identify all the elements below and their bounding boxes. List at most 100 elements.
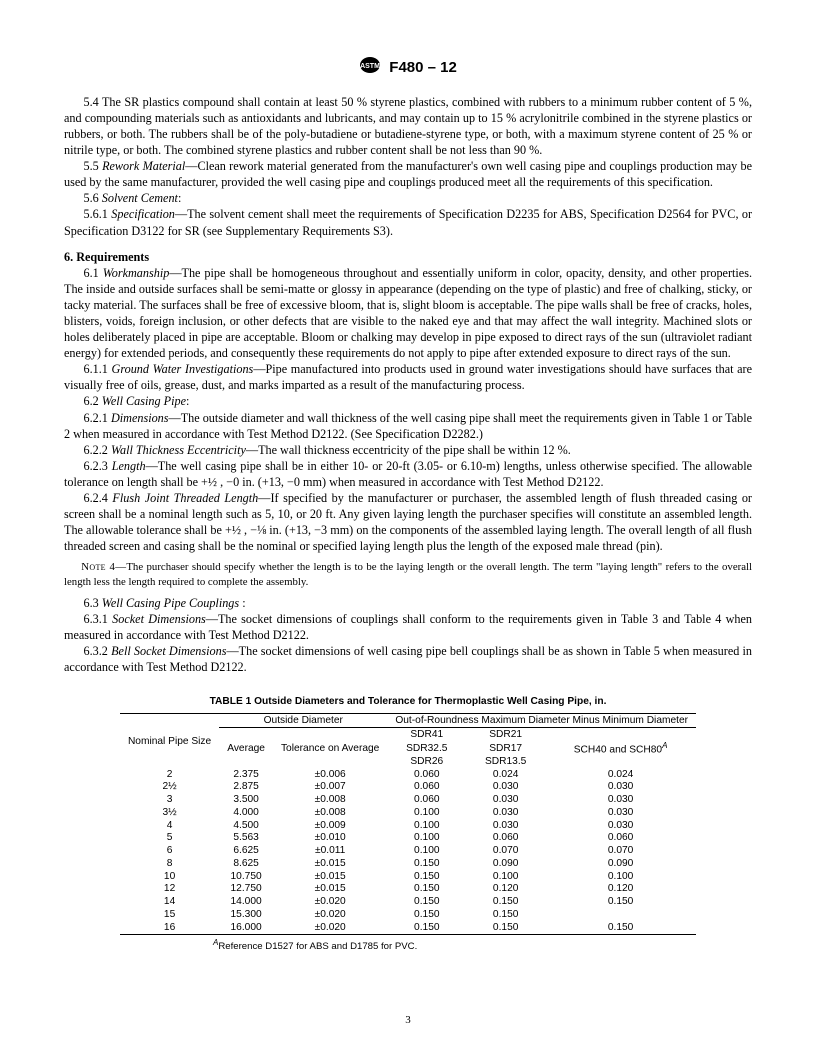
table-row: 55.563±0.0100.1000.0600.060 bbox=[120, 832, 696, 845]
table-cell: 15.300 bbox=[219, 909, 273, 922]
table-cell: 0.030 bbox=[466, 807, 545, 820]
table-cell: ±0.015 bbox=[273, 871, 387, 884]
table-cell: 3.500 bbox=[219, 794, 273, 807]
table-cell: 0.030 bbox=[545, 794, 696, 807]
para-5-6: 5.6 Solvent Cement: bbox=[64, 190, 752, 206]
table-cell: 0.030 bbox=[545, 781, 696, 794]
table-cell: 0.060 bbox=[466, 832, 545, 845]
th-od: Outside Diameter bbox=[219, 713, 387, 727]
table-cell: 8.625 bbox=[219, 858, 273, 871]
table-1-title: TABLE 1 Outside Diameters and Tolerance … bbox=[64, 695, 752, 708]
table-cell: ±0.011 bbox=[273, 845, 387, 858]
table-cell: 0.024 bbox=[466, 769, 545, 782]
table-cell: ±0.015 bbox=[273, 883, 387, 896]
table-row: 33.500±0.0080.0600.0300.030 bbox=[120, 794, 696, 807]
para-6-3-1: 6.3.1 Socket Dimensions—The socket dimen… bbox=[64, 611, 752, 643]
para-6-1-1: 6.1.1 Ground Water Investigations—Pipe m… bbox=[64, 361, 752, 393]
table-cell: ±0.010 bbox=[273, 832, 387, 845]
table-cell: 0.150 bbox=[387, 922, 466, 935]
table-cell: 2 bbox=[120, 769, 219, 782]
table-1-footnote: AReference D1527 for ABS and D1785 for P… bbox=[213, 938, 603, 954]
table-cell: 0.024 bbox=[545, 769, 696, 782]
para-6-2-2: 6.2.2 Wall Thickness Eccentricity—The wa… bbox=[64, 442, 752, 458]
table-cell: 15 bbox=[120, 909, 219, 922]
section-6-head: 6. Requirements bbox=[64, 249, 752, 265]
table-cell: 0.100 bbox=[387, 832, 466, 845]
table-row: 88.625±0.0150.1500.0900.090 bbox=[120, 858, 696, 871]
table-cell: 0.150 bbox=[466, 909, 545, 922]
table-cell: 3½ bbox=[120, 807, 219, 820]
table-row: 2½2.875±0.0070.0600.0300.030 bbox=[120, 781, 696, 794]
svg-text:ASTM: ASTM bbox=[360, 63, 380, 70]
table-row: 66.625±0.0110.1000.0700.070 bbox=[120, 845, 696, 858]
th-sch40: SCH40 and SCH80A bbox=[545, 728, 696, 769]
th-avg: Average bbox=[219, 728, 273, 769]
table-cell: 0.150 bbox=[466, 922, 545, 935]
table-row: 3½4.000±0.0080.1000.0300.030 bbox=[120, 807, 696, 820]
table-row: 44.500±0.0090.1000.0300.030 bbox=[120, 820, 696, 833]
table-cell: ±0.020 bbox=[273, 909, 387, 922]
th-sdr41: SDR41SDR32.5SDR26 bbox=[387, 728, 466, 769]
table-cell: 14.000 bbox=[219, 896, 273, 909]
table-cell: 0.030 bbox=[466, 781, 545, 794]
table-cell: 5 bbox=[120, 832, 219, 845]
para-5-6-1: 5.6.1 Specification—The solvent cement s… bbox=[64, 206, 752, 238]
table-cell: 0.120 bbox=[466, 883, 545, 896]
para-5-5: 5.5 Rework Material—Clean rework materia… bbox=[64, 158, 752, 190]
table-cell: 0.030 bbox=[545, 807, 696, 820]
table-cell: 0.150 bbox=[387, 858, 466, 871]
table-cell: ±0.007 bbox=[273, 781, 387, 794]
table-cell: 0.150 bbox=[387, 909, 466, 922]
table-cell: 0.150 bbox=[466, 896, 545, 909]
table-cell: 0.060 bbox=[545, 832, 696, 845]
table-cell: 0.100 bbox=[387, 807, 466, 820]
table-row: 1616.000±0.0200.1500.1500.150 bbox=[120, 922, 696, 935]
table-cell: 16.000 bbox=[219, 922, 273, 935]
table-cell: 5.563 bbox=[219, 832, 273, 845]
table-row: 1010.750±0.0150.1500.1000.100 bbox=[120, 871, 696, 884]
table-cell bbox=[545, 909, 696, 922]
para-5-4: 5.4 The SR plastics compound shall conta… bbox=[64, 94, 752, 158]
table-cell: ±0.015 bbox=[273, 858, 387, 871]
table-cell: 0.100 bbox=[387, 820, 466, 833]
table-cell: ±0.009 bbox=[273, 820, 387, 833]
table-row: 1212.750±0.0150.1500.1200.120 bbox=[120, 883, 696, 896]
page-number: 3 bbox=[0, 1013, 816, 1028]
table-cell: 2½ bbox=[120, 781, 219, 794]
designation: F480 – 12 bbox=[389, 59, 457, 76]
note-4: Note 4—The purchaser should specify whet… bbox=[64, 560, 752, 589]
table-cell: 2.875 bbox=[219, 781, 273, 794]
table-cell: 12 bbox=[120, 883, 219, 896]
table-cell: 4.000 bbox=[219, 807, 273, 820]
th-nps: Nominal Pipe Size bbox=[120, 713, 219, 768]
table-cell: 0.060 bbox=[387, 794, 466, 807]
table-cell: 10.750 bbox=[219, 871, 273, 884]
para-6-3: 6.3 Well Casing Pipe Couplings : bbox=[64, 595, 752, 611]
table-cell: 0.100 bbox=[545, 871, 696, 884]
para-6-2: 6.2 Well Casing Pipe: bbox=[64, 393, 752, 409]
para-6-1: 6.1 Workmanship—The pipe shall be homoge… bbox=[64, 265, 752, 362]
table-cell: 0.150 bbox=[545, 896, 696, 909]
table-cell: 0.030 bbox=[466, 820, 545, 833]
th-sdr21: SDR21SDR17SDR13.5 bbox=[466, 728, 545, 769]
table-cell: ±0.020 bbox=[273, 896, 387, 909]
table-cell: 4.500 bbox=[219, 820, 273, 833]
table-cell: 8 bbox=[120, 858, 219, 871]
table-row: 22.375±0.0060.0600.0240.024 bbox=[120, 769, 696, 782]
table-cell: 0.070 bbox=[466, 845, 545, 858]
table-cell: ±0.020 bbox=[273, 922, 387, 935]
table-row: 1414.000±0.0200.1500.1500.150 bbox=[120, 896, 696, 909]
table-cell: 0.100 bbox=[387, 845, 466, 858]
table-1: TABLE 1 Outside Diameters and Tolerance … bbox=[64, 695, 752, 954]
table-cell: 0.150 bbox=[387, 883, 466, 896]
table-cell: ±0.006 bbox=[273, 769, 387, 782]
table-cell: 0.150 bbox=[387, 896, 466, 909]
th-oor: Out-of-Roundness Maximum Diameter Minus … bbox=[387, 713, 696, 727]
table-cell: 0.090 bbox=[545, 858, 696, 871]
table-cell: 0.090 bbox=[466, 858, 545, 871]
table-cell: 6.625 bbox=[219, 845, 273, 858]
para-6-2-3: 6.2.3 Length—The well casing pipe shall … bbox=[64, 458, 752, 490]
table-cell: 16 bbox=[120, 922, 219, 935]
table-cell: 6 bbox=[120, 845, 219, 858]
table-cell: 2.375 bbox=[219, 769, 273, 782]
